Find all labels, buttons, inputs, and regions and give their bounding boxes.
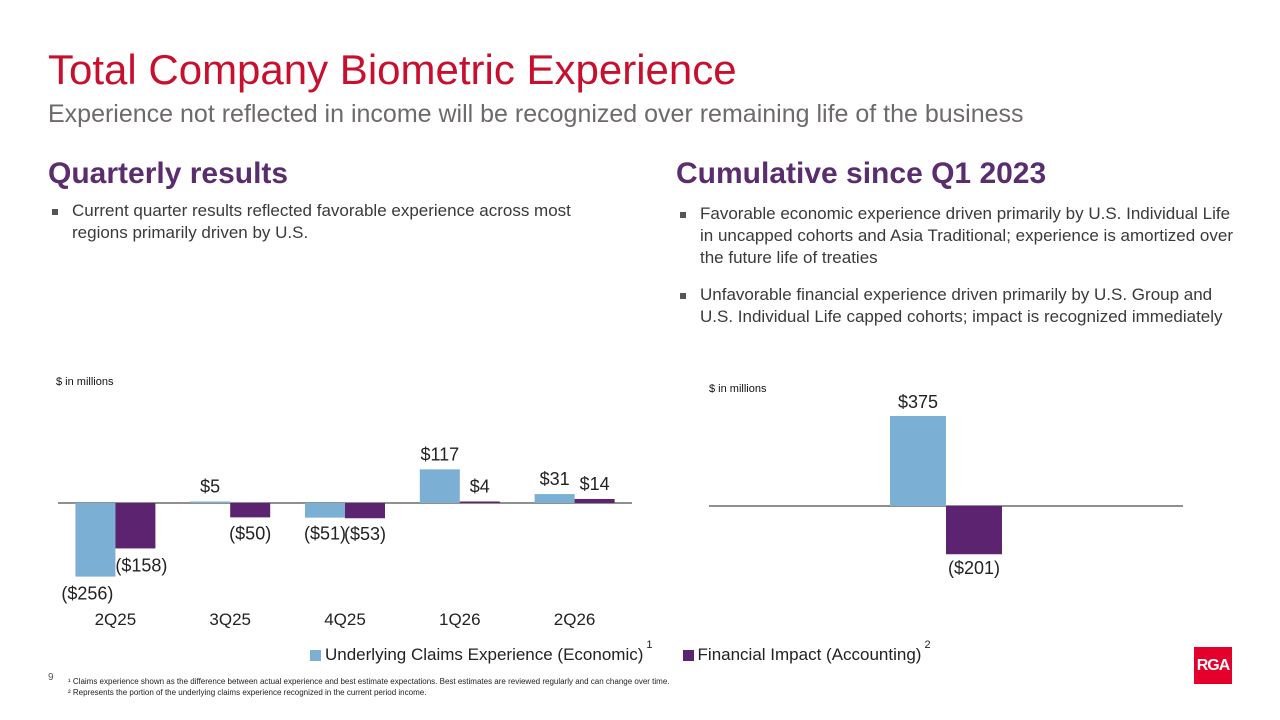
quarterly-tick-label: 1Q26 <box>439 610 481 629</box>
quarterly-bar-accounting <box>459 501 500 503</box>
bullet-text: Unfavorable financial experience driven … <box>700 285 1223 326</box>
footnotes: ¹ Claims experience shown as the differe… <box>68 676 670 698</box>
cumulative-data-label: $375 <box>898 392 938 412</box>
quarterly-results-heading: Quarterly results <box>48 157 289 190</box>
quarterly-tick-label: 4Q25 <box>324 610 366 629</box>
quarterly-bar-economic <box>534 494 575 503</box>
cumulative-heading: Cumulative since Q1 2023 <box>676 157 1047 190</box>
quarterly-bar-accounting <box>345 503 385 519</box>
square-bullet-icon <box>680 212 686 218</box>
quarterly-bar-accounting <box>230 503 271 518</box>
quarterly-data-label: $4 <box>470 477 490 497</box>
cumulative-bar-accounting <box>946 506 1002 555</box>
quarterly-tick-label: 2Q26 <box>554 610 596 629</box>
quarterly-bar-economic <box>419 469 460 503</box>
bullet-item: Current quarter results reflected favora… <box>48 200 598 244</box>
legend-footnote-ref-2: 2 <box>924 639 931 651</box>
cumulative-bar-economic <box>890 416 946 506</box>
quarterly-data-label: $5 <box>200 477 220 497</box>
quarterly-data-label: $31 <box>540 469 570 489</box>
quarterly-bar-economic <box>190 501 231 503</box>
cumulative-data-label: ($201) <box>948 558 1000 578</box>
quarterly-data-label: $117 <box>420 444 459 464</box>
square-bullet-icon <box>52 209 58 215</box>
bullet-item: Unfavorable financial experience driven … <box>676 284 1236 328</box>
quarterly-bar-accounting <box>115 503 156 549</box>
bullet-item: Favorable economic experience driven pri… <box>676 203 1236 269</box>
quarterly-data-label: ($50) <box>229 523 271 543</box>
quarterly-bar-economic <box>75 503 116 577</box>
square-bullet-icon <box>680 293 686 299</box>
page-title: Total Company Biometric Experience <box>48 46 737 93</box>
quarterly-data-label: ($158) <box>115 555 167 575</box>
footnote-1: ¹ Claims experience shown as the differe… <box>68 677 670 686</box>
quarterly-bar-accounting <box>574 498 615 503</box>
page-number: 9 <box>48 672 54 683</box>
legend-footnote-ref-1: 1 <box>646 639 653 651</box>
rga-logo: RGA <box>1194 647 1232 684</box>
quarterly-tick-label: 3Q25 <box>209 610 251 629</box>
cumulative-bullets: Favorable economic experience driven pri… <box>676 203 1236 343</box>
legend-label-economic: Underlying Claims Experience (Economic) <box>325 645 644 664</box>
legend-swatch-accounting <box>682 649 694 661</box>
footnote-2: ² Represents the portion of the underlyi… <box>68 688 427 697</box>
quarterly-bar-economic <box>305 503 345 518</box>
bullet-text: Current quarter results reflected favora… <box>72 201 571 242</box>
legend-swatch-economic <box>310 649 321 661</box>
quarterly-data-label: ($256) <box>61 584 113 604</box>
legend-label-accounting: Financial Impact (Accounting) <box>697 645 922 664</box>
quarterly-data-label: ($53) <box>344 524 386 544</box>
chart-legend: Underlying Claims Experience (Economic) … <box>310 639 931 665</box>
bullet-text: Favorable economic experience driven pri… <box>700 204 1233 267</box>
quarterly-units-label: $ in millions <box>56 376 114 388</box>
quarterly-tick-label: 2Q25 <box>95 610 137 629</box>
cumulative-units-label: $ in millions <box>709 383 767 395</box>
quarterly-data-label: ($51) <box>304 524 346 544</box>
quarterly-bullets: Current quarter results reflected favora… <box>48 200 598 259</box>
page-subtitle: Experience not reflected in income will … <box>48 100 1024 128</box>
quarterly-data-label: $14 <box>580 474 610 494</box>
